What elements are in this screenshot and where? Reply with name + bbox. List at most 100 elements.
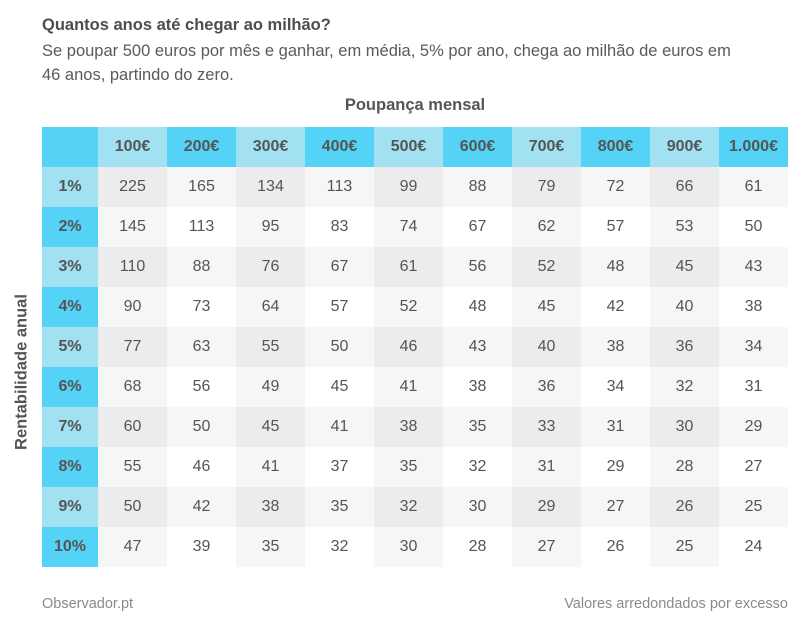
table-cell: 67: [305, 247, 374, 287]
table-cell: 45: [512, 287, 581, 327]
table-cell: 27: [581, 487, 650, 527]
table-cell: 83: [305, 207, 374, 247]
column-header: 700€: [512, 127, 581, 167]
table-cell: 35: [443, 407, 512, 447]
table-cell: 76: [236, 247, 305, 287]
table-cell: 72: [581, 167, 650, 207]
table-cell: 110: [98, 247, 167, 287]
table-cell: 31: [719, 367, 788, 407]
table-row: 10% 47 39 35 32 30 28 27 26 25 24: [42, 527, 788, 567]
table-cell: 39: [167, 527, 236, 567]
table-cell: 29: [512, 487, 581, 527]
table-cell: 30: [374, 527, 443, 567]
table-cell: 26: [650, 487, 719, 527]
table-cell: 46: [167, 447, 236, 487]
table-row: 7% 60 50 45 41 38 35 33 31 30 29: [42, 407, 788, 447]
table-cell: 74: [374, 207, 443, 247]
table-cell: 34: [581, 367, 650, 407]
table-cell: 38: [236, 487, 305, 527]
table-cell: 42: [167, 487, 236, 527]
table-cell: 30: [650, 407, 719, 447]
table-cell: 56: [167, 367, 236, 407]
table-cell: 165: [167, 167, 236, 207]
table-cell: 225: [98, 167, 167, 207]
table-cell: 50: [305, 327, 374, 367]
table-cell: 52: [374, 287, 443, 327]
table-cell: 73: [167, 287, 236, 327]
table-row: 9% 50 42 38 35 32 30 29 27 26 25: [42, 487, 788, 527]
table-row: 6% 68 56 49 45 41 38 36 34 32 31: [42, 367, 788, 407]
table-cell: 55: [236, 327, 305, 367]
row-axis-label: Rentabilidade anual: [12, 294, 31, 450]
table-cell: 57: [305, 287, 374, 327]
table-cell: 48: [581, 247, 650, 287]
column-axis-label: Poupança mensal: [344, 96, 486, 114]
table-cell: 99: [374, 167, 443, 207]
table-cell: 38: [374, 407, 443, 447]
table-cell: 38: [719, 287, 788, 327]
table-cell: 49: [236, 367, 305, 407]
rounding-note: Valores arredondados por excesso: [564, 596, 788, 612]
table-cell: 77: [98, 327, 167, 367]
table-cell: 47: [98, 527, 167, 567]
table-cell: 38: [443, 367, 512, 407]
column-header: 800€: [581, 127, 650, 167]
table-cell: 28: [650, 447, 719, 487]
table-cell: 33: [512, 407, 581, 447]
table-cell: 41: [305, 407, 374, 447]
column-header: 300€: [236, 127, 305, 167]
table-row: 3% 110 88 76 67 61 56 52 48 45 43: [42, 247, 788, 287]
table-cell: 37: [305, 447, 374, 487]
table-cell: 30: [443, 487, 512, 527]
table-body: 1% 225 165 134 113 99 88 79 72 66 61 2% 145 113 95 83 74…: [42, 167, 788, 567]
table-cell: 41: [236, 447, 305, 487]
column-header: 900€: [650, 127, 719, 167]
table-cell: 90: [98, 287, 167, 327]
row-header: 9%: [42, 487, 98, 527]
table-cell: 48: [443, 287, 512, 327]
table-cell: 25: [719, 487, 788, 527]
table-cell: 50: [98, 487, 167, 527]
table-cell: 29: [719, 407, 788, 447]
row-header: 3%: [42, 247, 98, 287]
chart-subtitle: Se poupar 500 euros por mês e ganhar, em…: [42, 42, 731, 84]
column-header: 1.000€: [719, 127, 788, 167]
table-cell: 50: [719, 207, 788, 247]
table-cell: 45: [236, 407, 305, 447]
table-cell: 29: [581, 447, 650, 487]
table-cell: 60: [98, 407, 167, 447]
row-header: 1%: [42, 167, 98, 207]
table-cell: 32: [650, 367, 719, 407]
table-cell: 40: [512, 327, 581, 367]
table-cell: 113: [305, 167, 374, 207]
table-cell: 36: [512, 367, 581, 407]
table-cell: 42: [581, 287, 650, 327]
table-cell: 35: [305, 487, 374, 527]
table-cell: 31: [581, 407, 650, 447]
table-row: 4% 90 73 64 57 52 48 45 42 40 38: [42, 287, 788, 327]
table-cell: 45: [305, 367, 374, 407]
table-cell: 38: [581, 327, 650, 367]
row-header: 8%: [42, 447, 98, 487]
data-table: 100€ 200€ 300€ 400€ 500€ 600€ 700€ 800€ 900€ 1.00…: [42, 127, 788, 567]
table-cell: 27: [719, 447, 788, 487]
table-cell: 46: [374, 327, 443, 367]
table-cell: 55: [98, 447, 167, 487]
table-cell: 35: [374, 447, 443, 487]
row-header: 4%: [42, 287, 98, 327]
table-row: 2% 145 113 95 83 74 67 62 57 53 50: [42, 207, 788, 247]
table-cell: 56: [443, 247, 512, 287]
chart-title: Quantos anos até chegar ao milhão?: [42, 16, 331, 34]
table-cell: 24: [719, 527, 788, 567]
table-cell: 26: [581, 527, 650, 567]
column-header: 400€: [305, 127, 374, 167]
row-header: 5%: [42, 327, 98, 367]
table-cell: 34: [719, 327, 788, 367]
table-cell: 32: [374, 487, 443, 527]
table-cell: 32: [443, 447, 512, 487]
table-row: 5% 77 63 55 50 46 43 40 38 36 34: [42, 327, 788, 367]
table-cell: 27: [512, 527, 581, 567]
table-cell: 61: [374, 247, 443, 287]
column-header: 500€: [374, 127, 443, 167]
table-row: 8% 55 46 41 37 35 32 31 29 28 27: [42, 447, 788, 487]
